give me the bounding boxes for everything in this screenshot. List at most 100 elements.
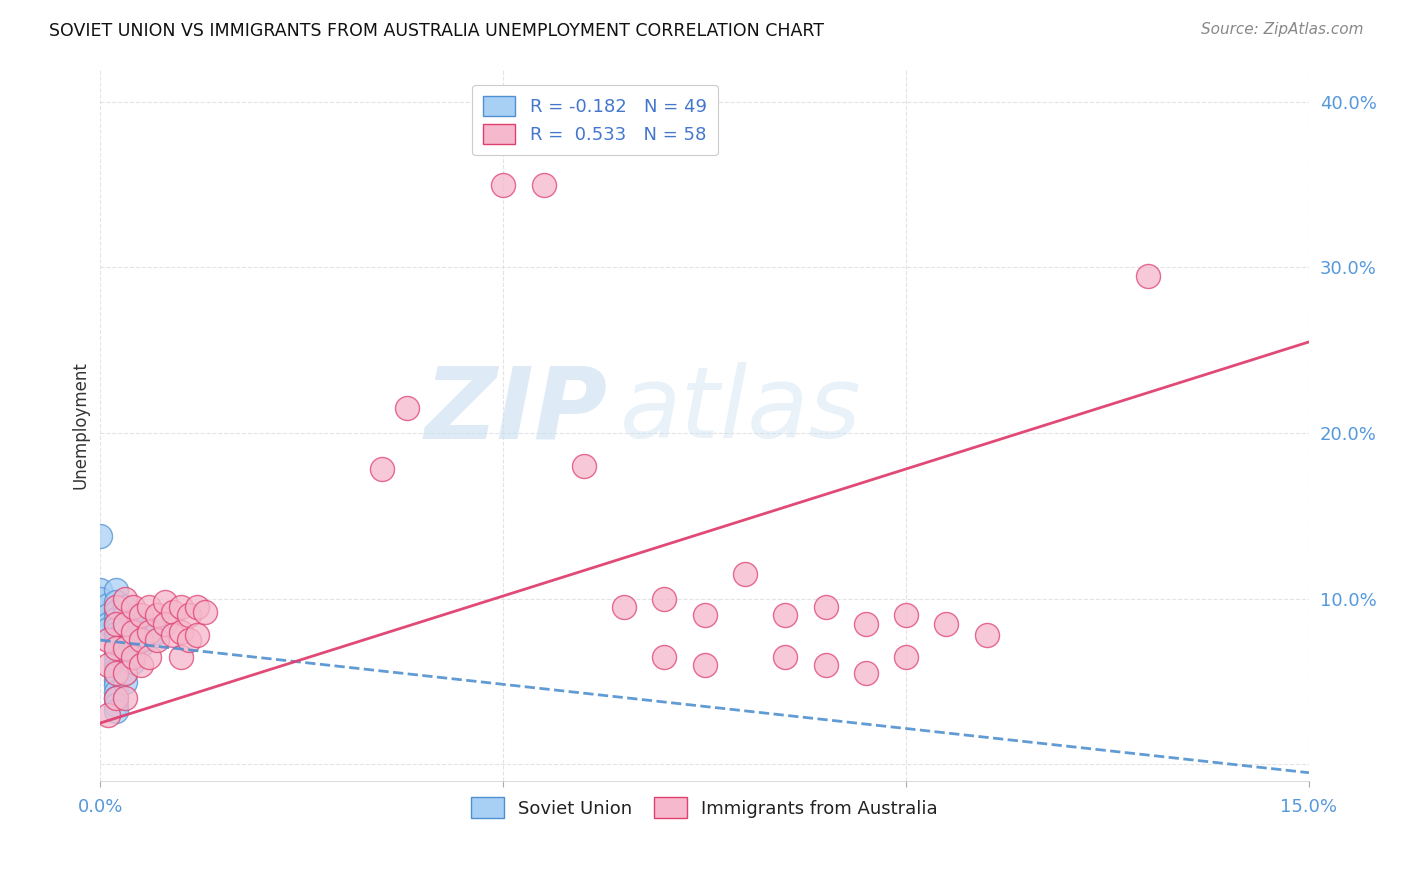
Point: [129, 616, 152, 631]
Point: [114, 666, 136, 681]
Point: [105, 605, 128, 619]
Point: [105, 663, 128, 677]
Point: [114, 616, 136, 631]
Point: [121, 600, 143, 615]
Point: [693, 658, 716, 673]
Point: [121, 633, 143, 648]
Point: [105, 616, 128, 631]
Point: [105, 684, 128, 698]
Point: [97, 658, 120, 673]
Point: [855, 666, 877, 681]
Point: [162, 605, 184, 619]
Point: [121, 622, 143, 636]
Point: [105, 691, 128, 706]
Point: [114, 641, 136, 656]
Point: [153, 616, 176, 631]
Point: [533, 178, 555, 192]
Point: [105, 632, 128, 646]
Point: [371, 462, 394, 476]
Point: [613, 600, 636, 615]
Point: [170, 649, 193, 664]
Point: [105, 673, 128, 687]
Point: [693, 608, 716, 623]
Point: [105, 666, 128, 681]
Text: SOVIET UNION VS IMMIGRANTS FROM AUSTRALIA UNEMPLOYMENT CORRELATION CHART: SOVIET UNION VS IMMIGRANTS FROM AUSTRALI…: [49, 22, 824, 40]
Point: [138, 624, 160, 639]
Point: [121, 645, 143, 659]
Point: [145, 624, 167, 639]
Point: [121, 649, 143, 664]
Point: [138, 632, 160, 646]
Point: [572, 459, 595, 474]
Point: [105, 583, 128, 598]
Point: [105, 678, 128, 692]
Point: [138, 649, 160, 664]
Point: [114, 674, 136, 689]
Point: [105, 641, 128, 656]
Point: [186, 628, 208, 642]
Point: [734, 566, 756, 581]
Point: [105, 626, 128, 640]
Point: [105, 612, 128, 626]
Point: [814, 658, 837, 673]
Text: ZIP: ZIP: [425, 362, 607, 459]
Point: [121, 624, 143, 639]
Point: [97, 608, 120, 623]
Point: [894, 608, 917, 623]
Point: [114, 666, 136, 681]
Point: [177, 633, 200, 648]
Point: [105, 622, 128, 636]
Point: [105, 636, 128, 650]
Point: [114, 658, 136, 673]
Point: [976, 628, 998, 642]
Point: [114, 641, 136, 656]
Point: [97, 633, 120, 648]
Point: [105, 668, 128, 682]
Point: [105, 641, 128, 656]
Point: [814, 600, 837, 615]
Point: [105, 595, 128, 609]
Point: [129, 608, 152, 623]
Point: [773, 608, 796, 623]
Text: Source: ZipAtlas.com: Source: ZipAtlas.com: [1201, 22, 1364, 37]
Point: [395, 401, 418, 416]
Point: [89, 591, 111, 606]
Point: [105, 616, 128, 631]
Point: [773, 649, 796, 664]
Text: atlas: atlas: [620, 362, 862, 459]
Point: [177, 608, 200, 623]
Point: [97, 622, 120, 636]
Point: [194, 605, 217, 619]
Point: [855, 616, 877, 631]
Point: [894, 649, 917, 664]
Point: [138, 622, 160, 636]
Point: [114, 624, 136, 639]
Point: [89, 583, 111, 598]
Point: [654, 649, 676, 664]
Point: [121, 655, 143, 669]
Point: [105, 698, 128, 712]
Point: [97, 599, 120, 613]
Point: [129, 633, 152, 648]
Point: [105, 600, 128, 615]
Point: [114, 616, 136, 631]
Point: [138, 600, 160, 615]
Point: [105, 651, 128, 665]
Point: [89, 529, 111, 543]
Point: [654, 591, 676, 606]
Point: [145, 608, 167, 623]
Point: [114, 649, 136, 664]
Point: [114, 591, 136, 606]
Point: [162, 628, 184, 642]
Point: [105, 691, 128, 706]
Point: [129, 628, 152, 642]
Point: [105, 658, 128, 673]
Point: [114, 633, 136, 648]
Point: [1136, 268, 1159, 283]
Point: [114, 600, 136, 615]
Point: [145, 633, 167, 648]
Point: [97, 616, 120, 631]
Point: [105, 705, 128, 719]
Point: [105, 647, 128, 661]
Point: [129, 658, 152, 673]
